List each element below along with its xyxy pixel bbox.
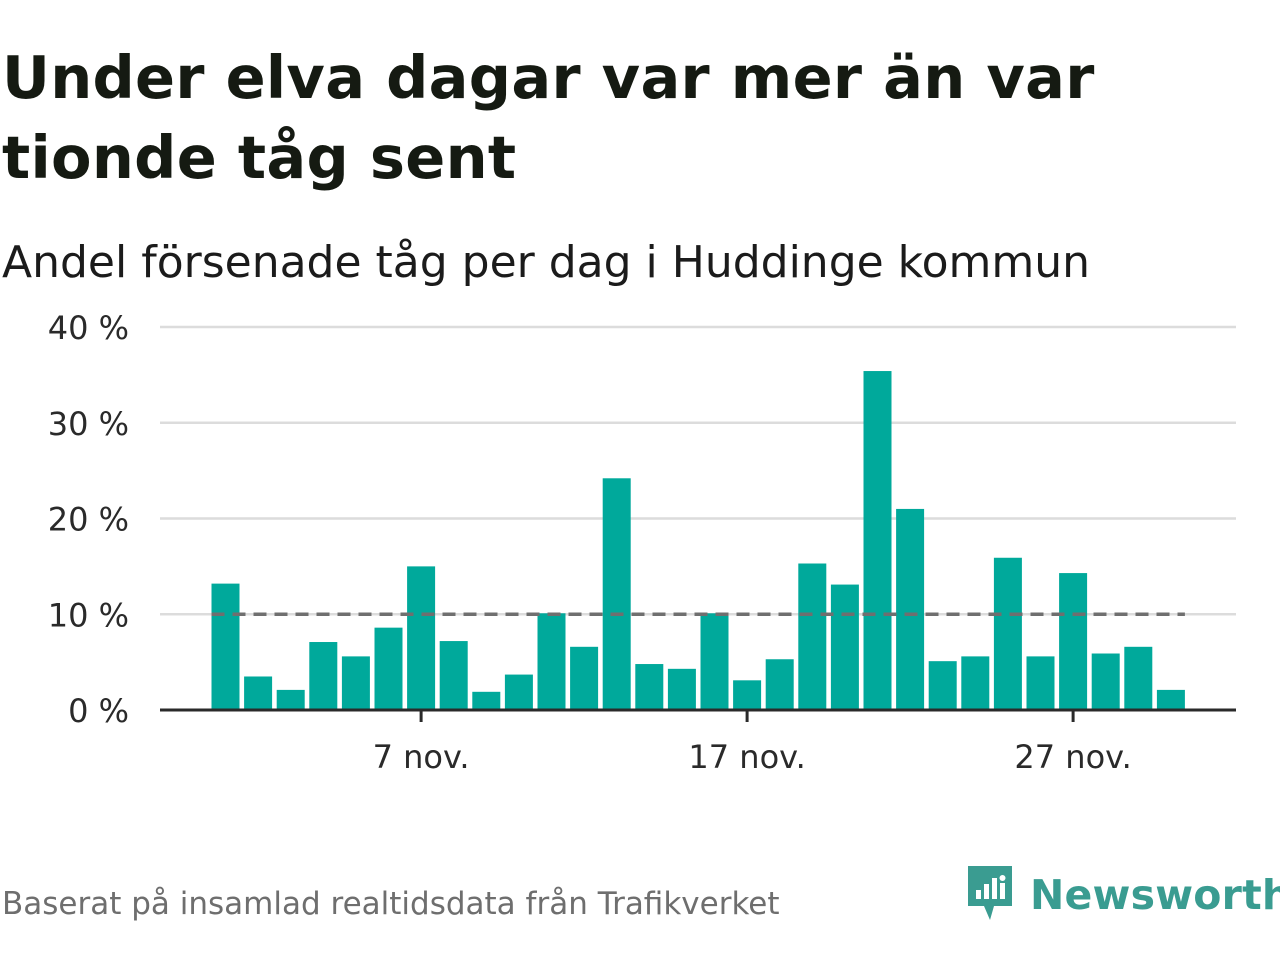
x-tick-label: 27 nov. [1014,738,1131,776]
bar [798,563,827,710]
bar [1026,656,1055,710]
bar [472,691,501,710]
y-tick-label: 40 % [48,309,129,347]
bar [928,661,957,710]
chart-subtitle: Andel försenade tåg per dag i Huddinge k… [2,237,1091,288]
bar [1091,653,1120,710]
bar [765,659,794,710]
bar [309,642,338,710]
bar [830,584,859,710]
bar [276,689,305,710]
bar [993,557,1022,710]
bar [1059,573,1088,710]
brand-logo[interactable]: Newsworthy [964,862,1280,928]
chart-title: Under elva dagar var mer än var tionde t… [2,43,1095,192]
source-note: Baserat på insamlad realtidsdata från Tr… [2,886,780,922]
y-tick-label: 10 % [48,596,129,634]
bar [1156,689,1185,710]
bar [896,508,925,710]
bar-chart: 0 % 10 % 20 % 30 % 40 % 7 nov. 17 nov. 27 nov. [48,309,1236,776]
bar [504,674,533,710]
bar [244,676,273,710]
bar [211,583,240,710]
y-tick-label: 30 % [48,405,129,443]
newsworthy-logo-icon [964,862,1016,928]
bar [374,627,403,710]
x-tick-label: 17 nov. [688,738,805,776]
bar [700,613,729,710]
y-tick-label: 0 % [68,692,129,730]
bar [341,656,370,710]
bar [439,641,468,710]
bar [407,566,436,710]
bar [602,478,631,710]
bar [733,680,762,710]
bar [537,613,566,710]
bar [961,656,990,710]
bar [635,664,664,710]
bar [863,371,892,710]
brand-name: Newsworthy [1030,871,1280,919]
bar [570,646,599,710]
x-tick-label: 7 nov. [373,738,470,776]
bar [667,668,696,710]
y-tick-label: 20 % [48,501,129,539]
bar [1124,646,1153,710]
